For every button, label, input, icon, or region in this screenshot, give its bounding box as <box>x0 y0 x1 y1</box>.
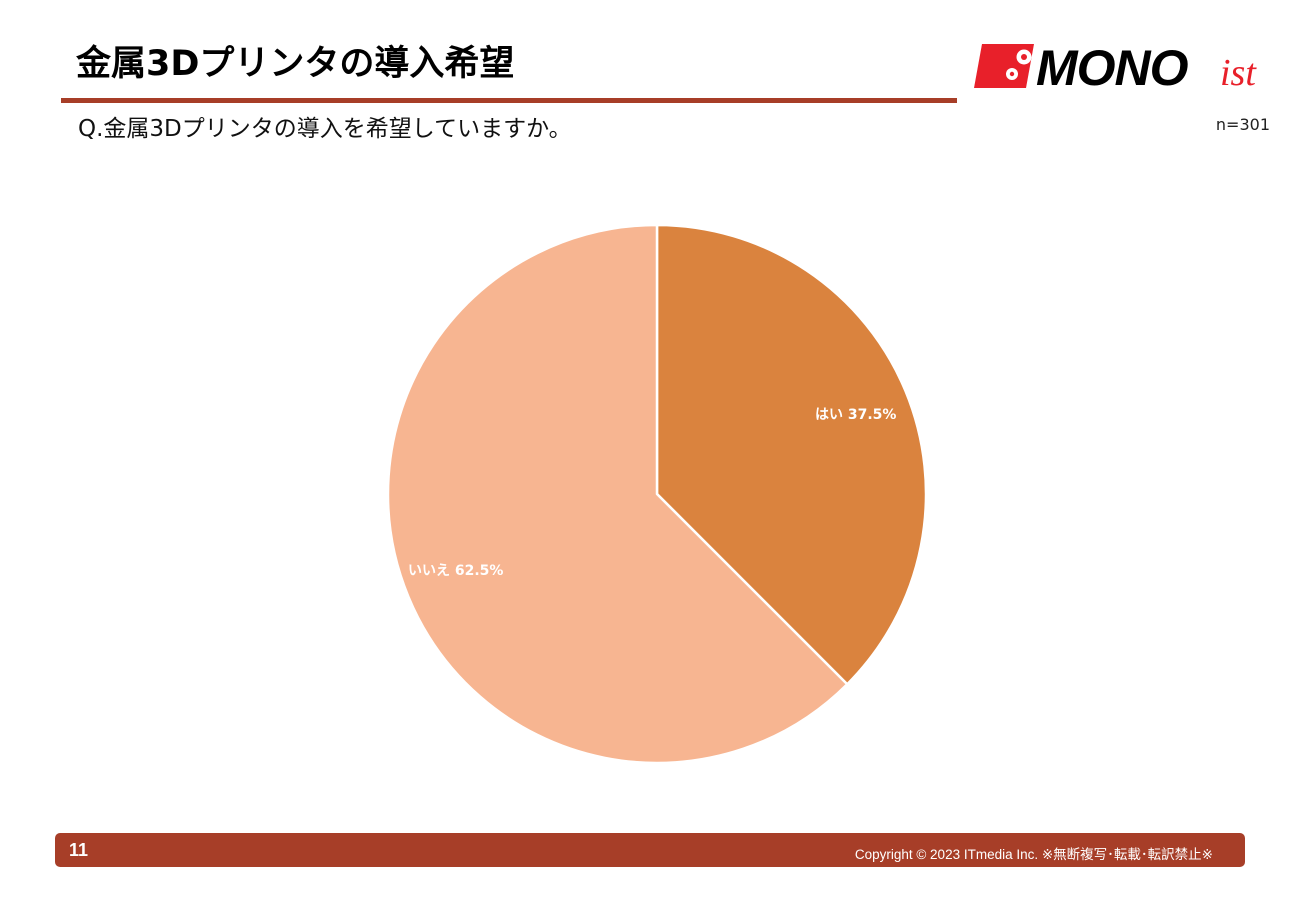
pie-slice-no <box>386 223 849 765</box>
survey-question: Q.金属3Dプリンタの導入を希望していますか。 <box>78 116 572 142</box>
footer-bar: 11 Copyright © 2023 ITmedia Inc. ※無断複写･転… <box>55 833 1245 867</box>
mono-ist-logo: MONO ist <box>974 40 1284 92</box>
sample-size: n=301 <box>1215 115 1270 134</box>
page-title: 金属3Dプリンタの導入希望 <box>76 44 515 84</box>
pie-slice-yes <box>655 223 928 686</box>
logo-text-main: MONO <box>1036 40 1189 92</box>
slice-label-no: いいえ 62.5% <box>408 563 504 579</box>
logo-text-suffix: ist <box>1220 52 1257 92</box>
logo-graphic: MONO ist <box>974 40 1257 92</box>
slice-label-yes: はい 37.5% <box>815 407 897 423</box>
page-number: 11 <box>69 840 89 860</box>
copyright-notice: Copyright © 2023 ITmedia Inc. ※無断複写･転載･転… <box>854 847 1213 862</box>
gear-icon <box>1006 49 1032 80</box>
title-divider <box>61 98 957 103</box>
